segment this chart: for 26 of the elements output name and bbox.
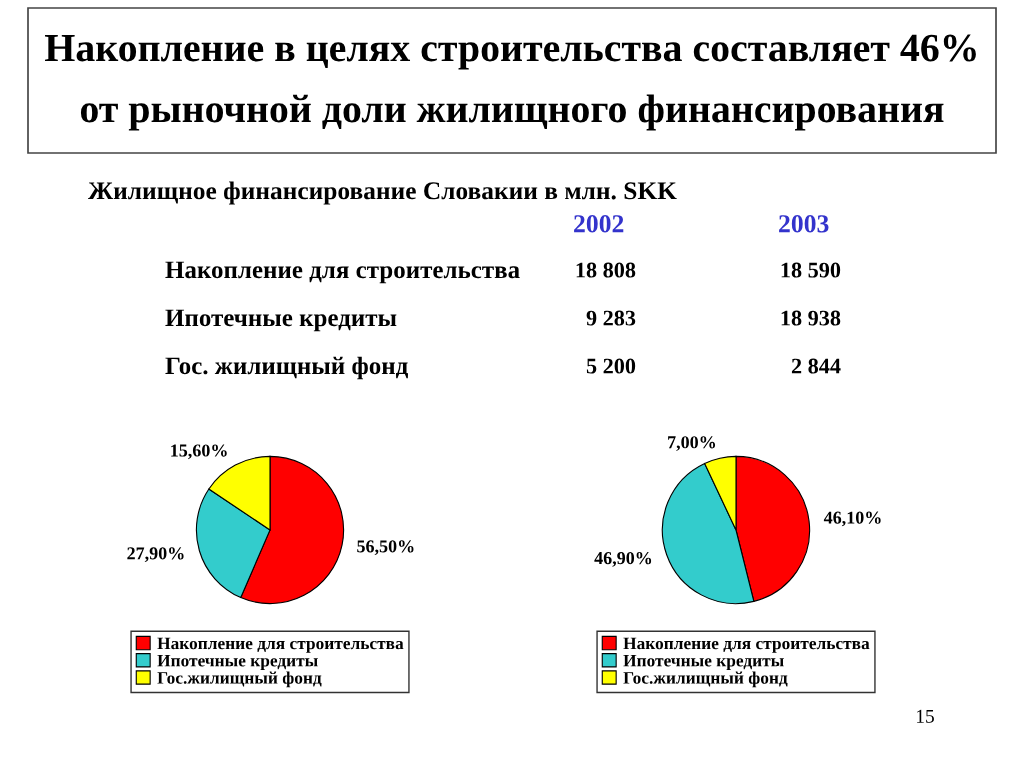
- data-label: 5 200: [586, 358, 636, 374]
- data-label: 9 283: [586, 310, 636, 326]
- data-label: 18 808: [576, 262, 636, 278]
- text: 15: [916, 709, 934, 723]
- legend-label: Накопление для строительства: [623, 637, 870, 653]
- text: Накопление в целях строительства составляет 46% от рыночной доли жилищного финансирования: [45, 34, 976, 131]
- data-label: 7,00%: [668, 436, 716, 451]
- category-label: Гос. жилищный фонд: [165, 356, 409, 380]
- data-label: 2 844: [791, 358, 841, 374]
- category-label: Ипотечные кредиты: [165, 309, 397, 332]
- category-label: Накопление для строительства: [165, 261, 520, 284]
- legend-label: Ипотечные кредиты: [623, 654, 784, 671]
- legend-label: Гос.жилищный фонд: [623, 671, 788, 688]
- data-label: 56,50%: [357, 540, 414, 556]
- data-label: 15,60%: [171, 444, 227, 460]
- legend-label: Накопление для строительства: [157, 637, 404, 653]
- data-label: 18 590: [781, 262, 841, 278]
- data-label: 46,90%: [594, 551, 652, 567]
- data-label: 18 938: [781, 310, 841, 326]
- legend-label: 2002: [574, 215, 624, 233]
- legend-label: 2003: [779, 215, 829, 233]
- data-label: 46,10%: [823, 511, 881, 527]
- text: Жилищное финансирование Словакии в млн. SKK: [88, 181, 677, 205]
- data-label: 27,90%: [127, 547, 184, 563]
- legend-label: Ипотечные кредиты: [157, 654, 318, 671]
- legend-label: Гос.жилищный фонд: [157, 671, 322, 688]
